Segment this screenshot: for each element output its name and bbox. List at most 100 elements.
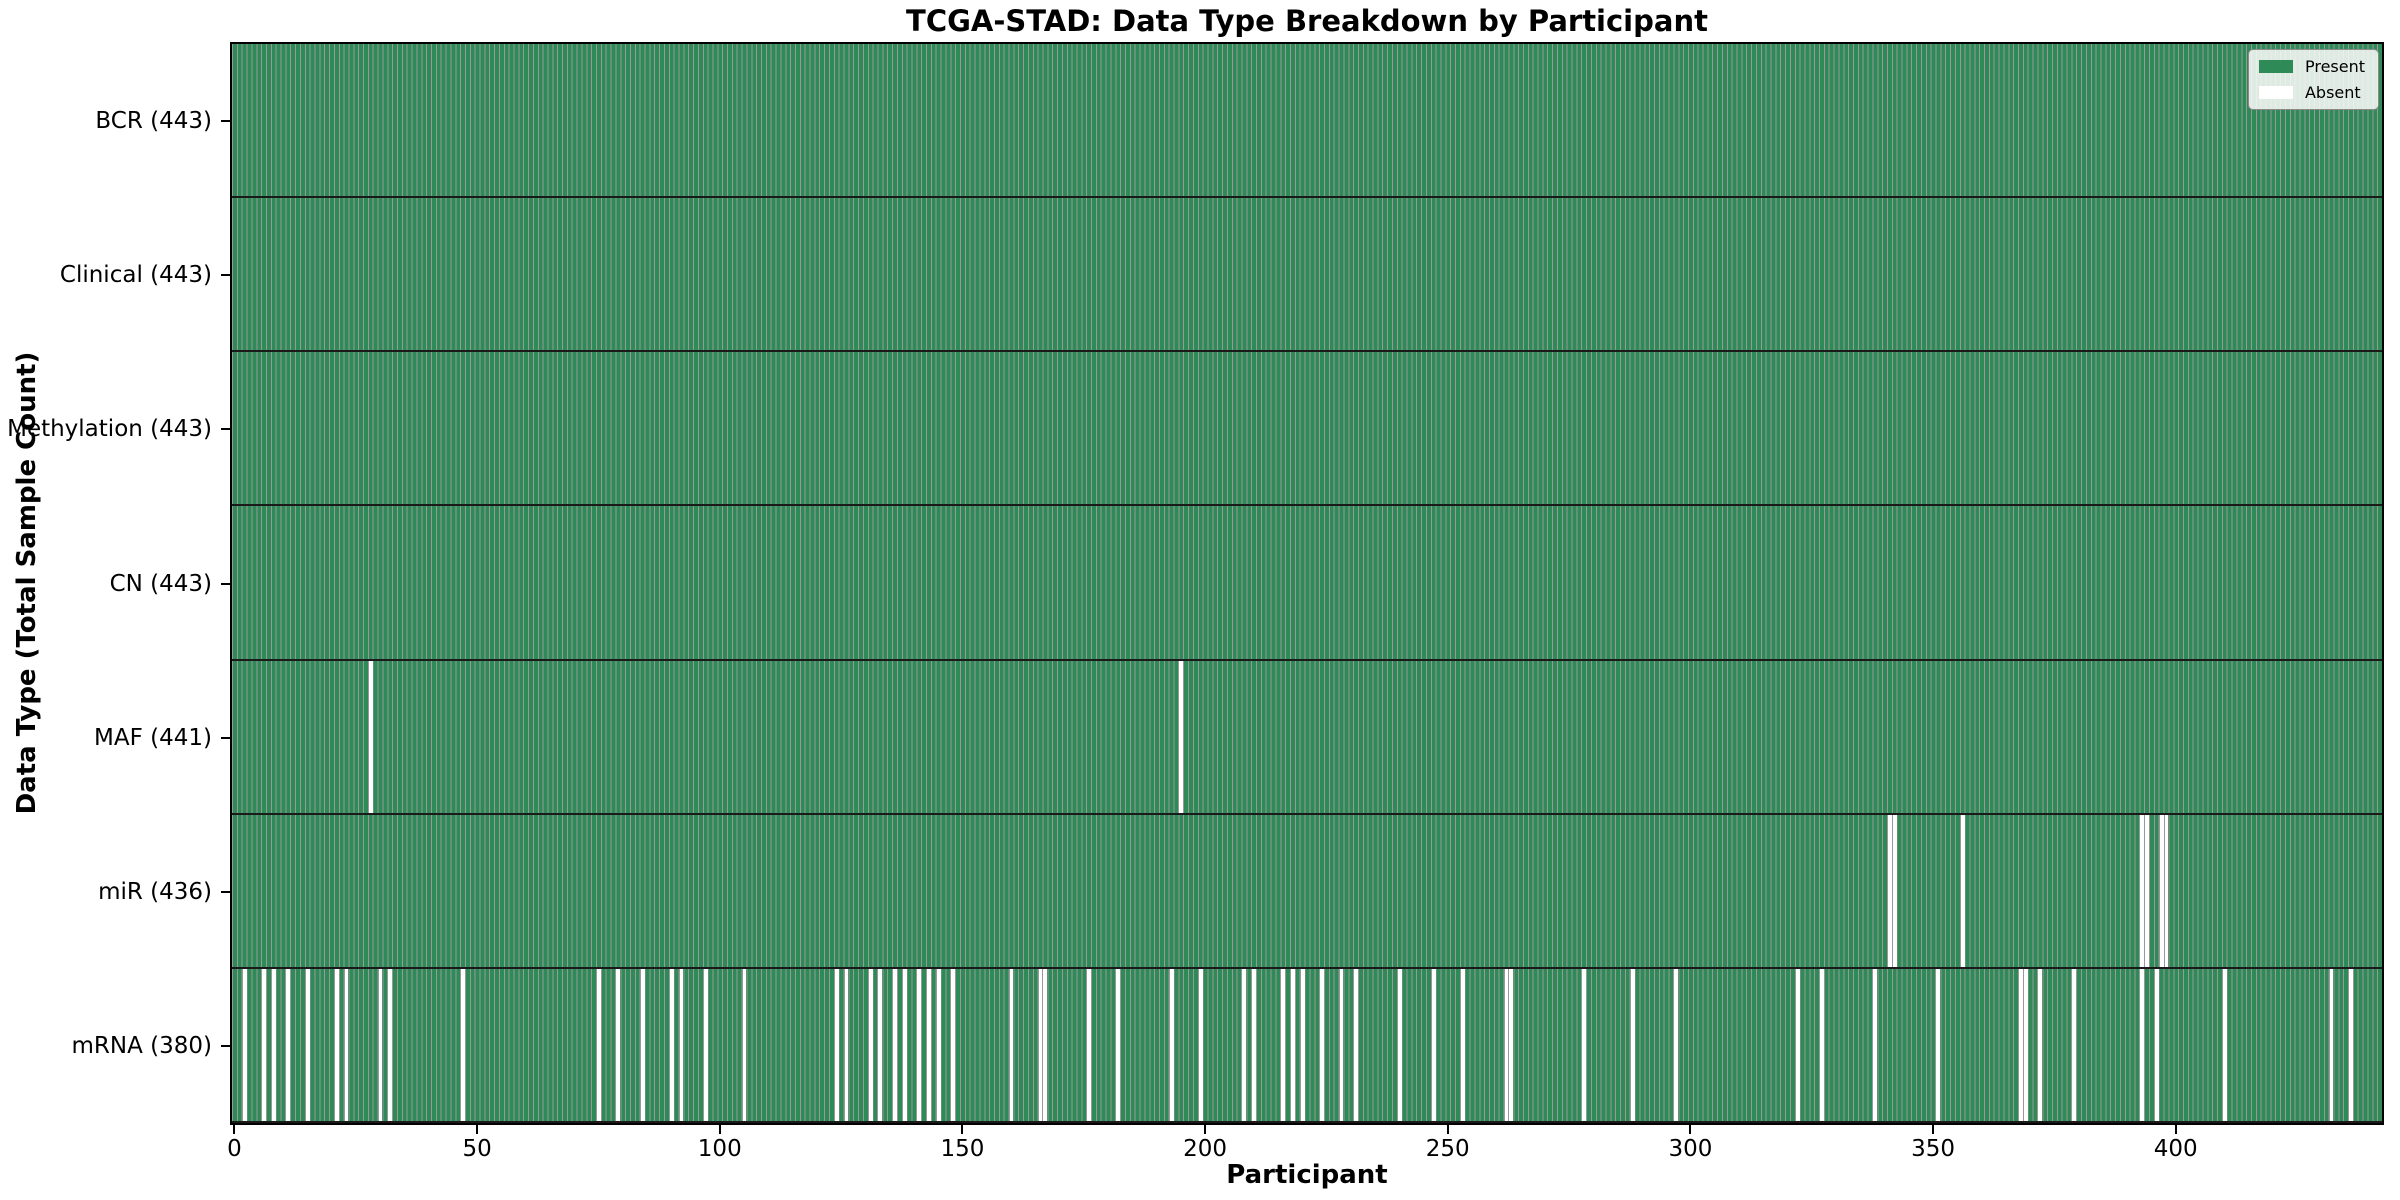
absent-gap [241, 968, 247, 1121]
x-tick-mark [1932, 1125, 1935, 1134]
absent-gap [1086, 968, 1092, 1121]
absent-gap [285, 968, 291, 1121]
absent-gap [2139, 814, 2145, 967]
absent-gap [833, 968, 839, 1121]
absent-gap [333, 968, 339, 1121]
absent-gap [639, 968, 645, 1121]
absent-gap [916, 968, 922, 1121]
x-tick-mark [718, 1125, 721, 1134]
absent-gap [1338, 968, 1344, 1121]
y-tick-label: MAF (441) [94, 724, 212, 751]
absent-gap [668, 968, 674, 1121]
absent-gap [367, 660, 373, 813]
absent-gap [2328, 968, 2334, 1121]
x-tick-mark [233, 1125, 236, 1134]
legend-label-absent: Absent [2304, 83, 2361, 102]
x-tick-label: 150 [940, 1136, 985, 1162]
absent-gap [1042, 968, 1048, 1121]
absent-gap [901, 968, 907, 1121]
absent-gap [867, 968, 873, 1121]
y-tick-label: Clinical (443) [59, 262, 212, 289]
absent-gap [1251, 968, 1257, 1121]
x-tick-mark [1446, 1125, 1449, 1134]
absent-gap [926, 968, 931, 1121]
x-tick-label: 0 [227, 1136, 242, 1162]
absent-gap [2018, 968, 2023, 1121]
row-mrna [232, 968, 2382, 1123]
absent-gap [1430, 968, 1436, 1121]
absent-gap [1168, 968, 1174, 1121]
absent-gap [1935, 968, 1941, 1121]
y-tick-label: miR (436) [98, 878, 212, 905]
absent-gap [950, 968, 956, 1121]
absent-gap [460, 968, 465, 1121]
legend-swatch-absent-icon [2258, 86, 2293, 99]
absent-gap [1396, 968, 1402, 1121]
absent-gap [1886, 814, 1892, 967]
absent-gap [2139, 968, 2145, 1121]
y-tick-label: Methylation (443) [7, 416, 212, 443]
absent-gap [261, 968, 266, 1121]
absent-gap [1959, 814, 1965, 967]
x-tick-label: 400 [2153, 1136, 2198, 1162]
absent-gap [2022, 968, 2028, 1121]
absent-gap [1673, 968, 1679, 1121]
y-tick-mark [221, 736, 230, 739]
legend-item-present: Present [2258, 57, 2365, 76]
y-tick-label: CN (443) [109, 570, 212, 597]
x-tick-label: 100 [697, 1136, 742, 1162]
row-clinical [232, 198, 2382, 353]
row-methylation [232, 352, 2382, 507]
x-tick-mark [1689, 1125, 1692, 1134]
y-tick-mark [221, 428, 230, 431]
absent-gap [1629, 968, 1635, 1121]
absent-gap [1319, 968, 1324, 1121]
absent-gap [1037, 968, 1043, 1121]
x-tick-mark [476, 1125, 479, 1134]
y-tick-label: mRNA (380) [71, 1032, 212, 1059]
legend: Present Absent [2247, 49, 2379, 110]
x-axis-label: Participant [1226, 1160, 1388, 1190]
legend-item-absent: Absent [2258, 83, 2365, 102]
row-cn [232, 506, 2382, 661]
absent-gap [2348, 968, 2353, 1121]
absent-gap [1581, 968, 1587, 1121]
absent-gap [1290, 968, 1295, 1121]
absent-gap [877, 968, 883, 1121]
absent-gap [1794, 968, 1800, 1121]
x-tick-mark [1204, 1125, 1207, 1134]
x-tick-label: 200 [1183, 1136, 1228, 1162]
y-tick-mark [221, 274, 230, 277]
absent-gap [892, 968, 897, 1121]
row-mir [232, 814, 2382, 969]
absent-gap [741, 968, 747, 1121]
absent-gap [1508, 968, 1514, 1121]
x-tick-label: 250 [1425, 1136, 1470, 1162]
absent-gap [1178, 660, 1184, 813]
row-bcr [232, 44, 2382, 199]
absent-gap [343, 968, 349, 1121]
legend-label-present: Present [2304, 57, 2365, 76]
absent-gap [1872, 968, 1878, 1121]
absent-gap [2163, 814, 2169, 967]
absent-gap [1299, 968, 1305, 1121]
y-tick-mark [221, 120, 230, 123]
x-tick-mark [2174, 1125, 2177, 1134]
absent-gap [1241, 968, 1247, 1121]
absent-gap [702, 968, 708, 1121]
absent-gap [2158, 814, 2164, 967]
absent-gap [615, 968, 621, 1121]
absent-gap [595, 968, 601, 1121]
absent-gap [2144, 814, 2150, 967]
absent-gap [1891, 814, 1897, 967]
absent-gap [377, 968, 383, 1121]
x-tick-mark [961, 1125, 964, 1134]
absent-gap [1008, 968, 1014, 1121]
y-tick-label: BCR (443) [95, 108, 212, 135]
absent-gap [1459, 968, 1465, 1121]
absent-gap [2071, 968, 2077, 1121]
absent-gap [2153, 968, 2159, 1121]
absent-gap [935, 968, 941, 1121]
x-tick-label: 50 [462, 1136, 492, 1162]
